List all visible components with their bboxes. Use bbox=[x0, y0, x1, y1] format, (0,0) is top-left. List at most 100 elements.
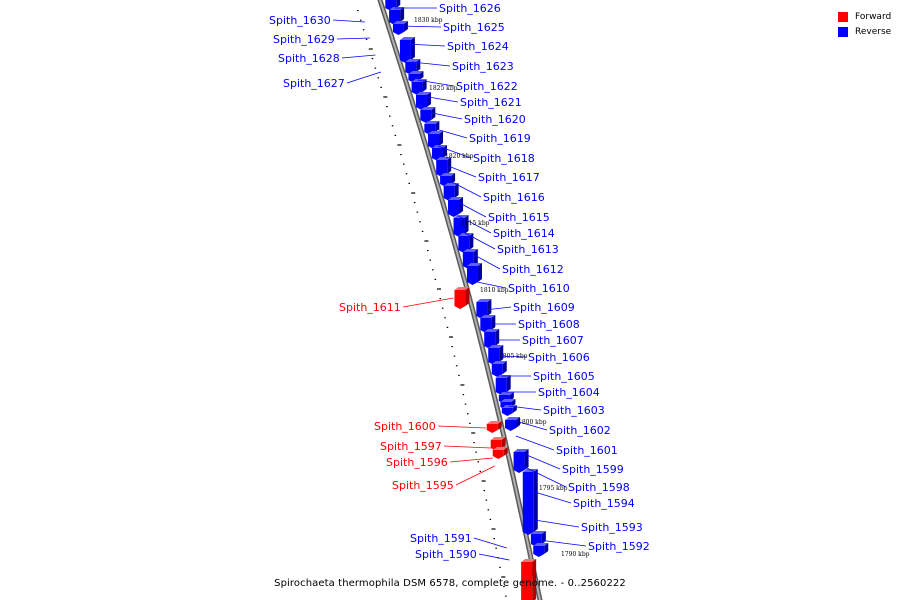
leader-line bbox=[411, 61, 451, 67]
leader-line bbox=[341, 54, 376, 59]
gene-label[interactable]: Spith_1628 bbox=[278, 52, 340, 65]
gene-label[interactable]: Spith_1610 bbox=[508, 282, 570, 295]
reverse-gene-block[interactable] bbox=[392, 21, 408, 35]
gene-label[interactable]: Spith_1604 bbox=[538, 386, 600, 399]
tick-marks bbox=[357, 10, 507, 597]
gene-label[interactable]: Spith_1623 bbox=[452, 60, 514, 73]
gene-label[interactable]: Spith_1615 bbox=[488, 211, 550, 224]
gene-label[interactable]: Spith_1629 bbox=[273, 33, 335, 46]
scale-dot bbox=[421, 230, 424, 232]
scale-dot bbox=[499, 566, 501, 568]
gene-label[interactable]: Spith_1594 bbox=[573, 497, 635, 510]
leader-line bbox=[400, 25, 442, 28]
gene-label[interactable]: Spith_1601 bbox=[556, 444, 618, 457]
scale-dot bbox=[483, 490, 486, 492]
reverse-gene-block[interactable] bbox=[466, 263, 482, 285]
reverse-gene-block[interactable] bbox=[505, 417, 521, 431]
gene-label[interactable]: Spith_1626 bbox=[439, 2, 501, 15]
reverse-gene-block[interactable] bbox=[488, 345, 504, 365]
gene-label[interactable]: Spith_1620 bbox=[464, 113, 526, 126]
scale-dot bbox=[368, 48, 373, 50]
legend-item-forward[interactable]: Forward bbox=[838, 9, 891, 24]
gene-label[interactable]: Spith_1593 bbox=[581, 521, 643, 534]
scale-dot bbox=[469, 422, 471, 424]
forward-gene-block[interactable] bbox=[454, 287, 470, 309]
reverse-gene-block[interactable] bbox=[513, 449, 529, 473]
scale-dot bbox=[479, 470, 481, 472]
gene-label[interactable]: Spith_1627 bbox=[283, 77, 345, 90]
reverse-gene-block[interactable] bbox=[415, 92, 431, 110]
gene-label[interactable]: Spith_1598 bbox=[568, 481, 630, 494]
scale-tick-label: 1830 kbp bbox=[414, 17, 443, 24]
scale-dot bbox=[467, 413, 469, 415]
gene-label[interactable]: Spith_1611 bbox=[339, 301, 401, 314]
gene-label[interactable]: Spith_1621 bbox=[460, 96, 522, 109]
scale-dot bbox=[441, 307, 444, 309]
leader-line bbox=[443, 163, 477, 178]
scale-dot bbox=[458, 374, 460, 376]
reverse-gene-block[interactable] bbox=[484, 329, 500, 349]
leader-line bbox=[449, 457, 493, 463]
leader-line bbox=[453, 199, 487, 218]
leader-line bbox=[508, 405, 542, 411]
reverse-gene-block[interactable] bbox=[420, 107, 436, 123]
gene-label[interactable]: Spith_1607 bbox=[522, 334, 584, 347]
gene-label[interactable]: Spith_1625 bbox=[443, 21, 505, 34]
reverse-gene-block[interactable] bbox=[448, 197, 464, 217]
legend-item-reverse[interactable]: Reverse bbox=[838, 24, 891, 39]
gene-label[interactable]: Spith_1608 bbox=[518, 318, 580, 331]
reverse-gene-block[interactable] bbox=[399, 37, 415, 63]
genome-backbone bbox=[377, 0, 543, 600]
leader-line bbox=[477, 281, 507, 289]
scale-dot bbox=[495, 547, 497, 549]
scale-dot bbox=[424, 240, 429, 242]
reverse-gene-block[interactable] bbox=[462, 249, 478, 269]
gene-label[interactable]: Spith_1613 bbox=[497, 243, 559, 256]
gene-label[interactable]: Spith_1592 bbox=[588, 540, 650, 553]
scale-dot bbox=[444, 317, 446, 319]
leader-line bbox=[458, 215, 492, 234]
gene-label[interactable]: Spith_1590 bbox=[415, 548, 477, 561]
backbone-highlight bbox=[378, 0, 542, 600]
leader-line bbox=[511, 419, 548, 431]
label-leader-lines bbox=[332, 7, 587, 561]
scale-dot bbox=[380, 86, 382, 88]
forward-gene-block[interactable] bbox=[521, 559, 537, 600]
reverse-gene-block[interactable] bbox=[491, 361, 507, 377]
scale-dot bbox=[362, 29, 365, 31]
scale-tick-labels: 1830 kbp 1825 kbp 1820 kbp 1815 kbp 1810 kbp… bbox=[414, 17, 590, 558]
reverse-gene-block[interactable] bbox=[533, 543, 549, 557]
gene-label[interactable]: Spith_1591 bbox=[410, 532, 472, 545]
gene-label[interactable]: Spith_1624 bbox=[447, 40, 509, 53]
gene-label[interactable]: Spith_1619 bbox=[469, 132, 531, 145]
leader-line bbox=[447, 179, 482, 198]
reverse-gene-block[interactable] bbox=[476, 299, 492, 319]
forward-gene-block[interactable] bbox=[492, 447, 508, 459]
forward-gene-block[interactable] bbox=[486, 421, 502, 433]
reverse-gene-block[interactable] bbox=[495, 375, 511, 395]
gene-label[interactable]: Spith_1603 bbox=[543, 404, 605, 417]
gene-label[interactable]: Spith_1618 bbox=[473, 152, 535, 165]
gene-label[interactable]: Spith_1622 bbox=[456, 80, 518, 93]
leader-line bbox=[468, 251, 501, 270]
gene-label[interactable]: Spith_1596 bbox=[386, 456, 448, 469]
gene-label[interactable]: Spith_1606 bbox=[528, 351, 590, 364]
gene-label[interactable]: Spith_1609 bbox=[513, 301, 575, 314]
gene-label[interactable]: Spith_1595 bbox=[392, 479, 454, 492]
gene-label[interactable]: Spith_1605 bbox=[533, 370, 595, 383]
scale-tick-label: 1800 kbp bbox=[518, 419, 547, 426]
reverse-swatch bbox=[838, 26, 848, 37]
gene-label[interactable]: Spith_1614 bbox=[493, 227, 555, 240]
gene-label[interactable]: Spith_1599 bbox=[562, 463, 624, 476]
scale-dot bbox=[437, 288, 441, 290]
reverse-gene-block[interactable] bbox=[522, 469, 538, 535]
gene-label[interactable]: Spith_1602 bbox=[549, 424, 611, 437]
gene-label[interactable]: Spith_1612 bbox=[502, 263, 564, 276]
gene-label[interactable]: Spith_1617 bbox=[478, 171, 540, 184]
scale-dot bbox=[371, 58, 374, 60]
gene-label[interactable]: Spith_1600 bbox=[374, 420, 436, 433]
gene-label[interactable]: Spith_1597 bbox=[380, 440, 442, 453]
gene-label[interactable]: Spith_1630 bbox=[269, 14, 331, 27]
scale-dot bbox=[449, 336, 453, 338]
gene-label[interactable]: Spith_1616 bbox=[483, 191, 545, 204]
